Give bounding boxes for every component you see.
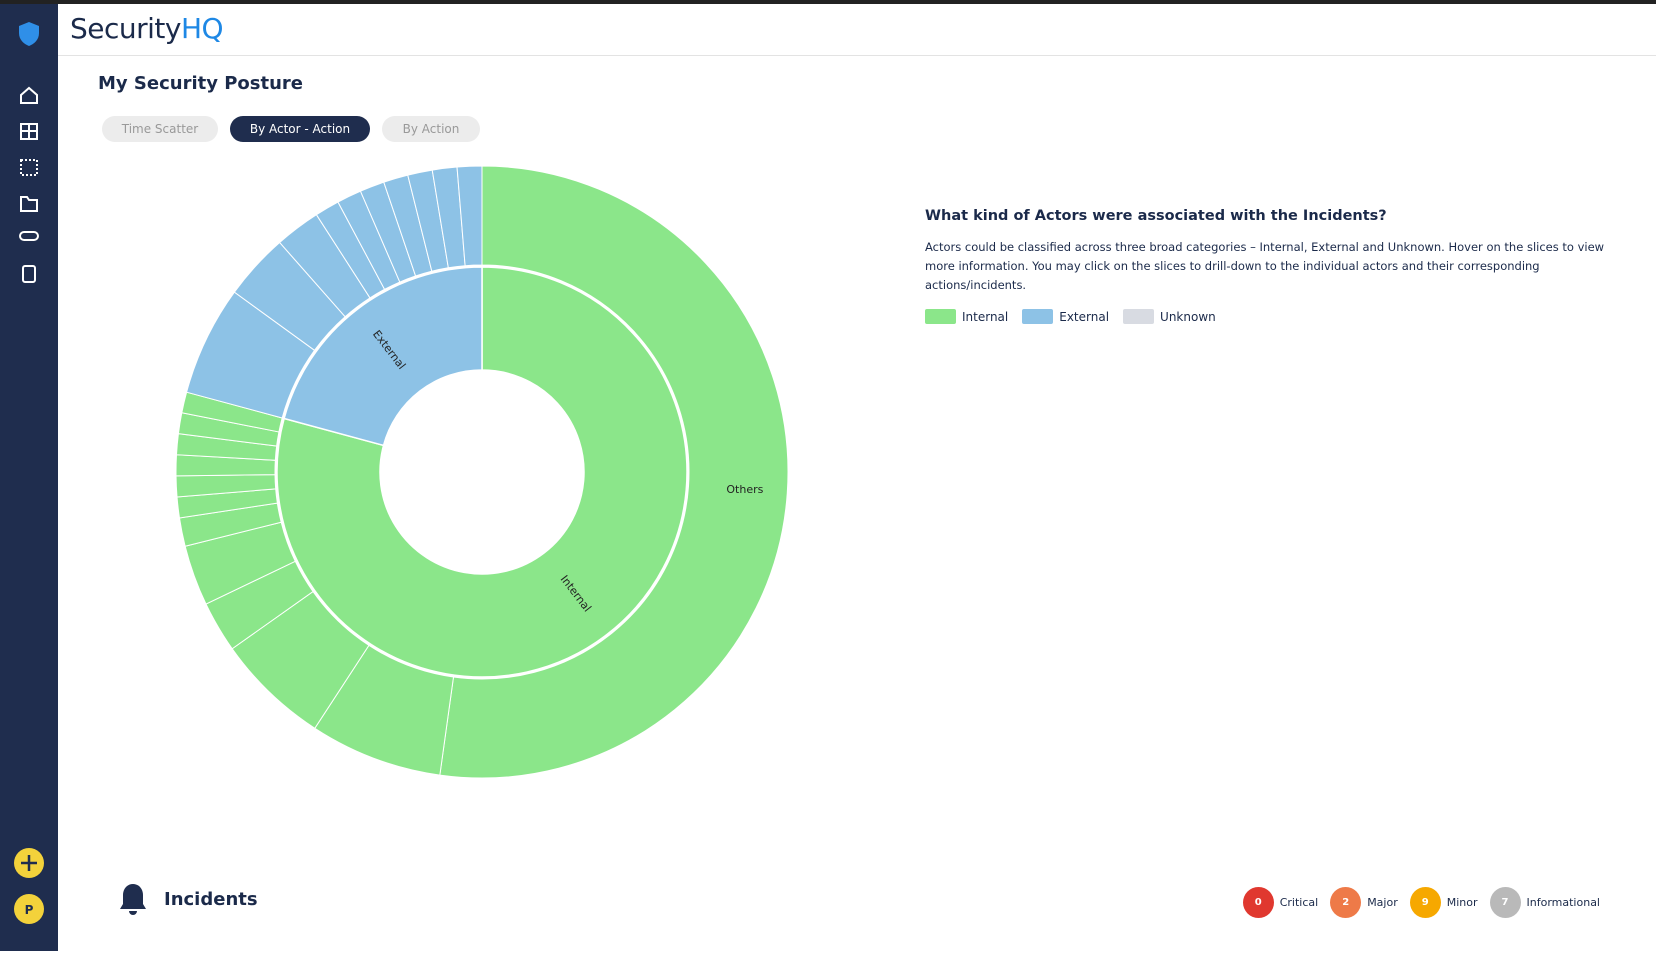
info-heading: What kind of Actors were associated with…	[925, 208, 1387, 224]
incidents-title: Incidents	[164, 888, 258, 910]
brand-main: Security	[70, 12, 181, 45]
legend-item[interactable]: Unknown	[1123, 309, 1216, 324]
avatar[interactable]	[14, 894, 44, 924]
level-count: 2	[1330, 887, 1362, 918]
outer-slice[interactable]	[456, 165, 483, 267]
folder-icon[interactable]	[20, 196, 38, 212]
slice-label: Others	[726, 483, 763, 496]
link-icon[interactable]	[19, 231, 39, 241]
header: SecurityHQ	[58, 4, 1656, 56]
report-icon[interactable]	[22, 265, 36, 283]
level[interactable]: 9 Minor	[1409, 887, 1478, 918]
tab[interactable]: By Action	[382, 116, 480, 142]
legend-label: Internal	[962, 309, 1009, 324]
outer-slice[interactable]	[439, 165, 789, 779]
level-count: 0	[1242, 887, 1274, 918]
legend-swatch	[925, 309, 956, 324]
incidents-header: Incidents	[118, 882, 258, 916]
incident-levels: 0 Critical 2 Major 9 Minor 7 Informational	[1242, 887, 1600, 918]
level-label: Informational	[1526, 896, 1600, 909]
page-title: My Security Posture	[98, 73, 303, 94]
level-label: Major	[1367, 896, 1398, 909]
sidebar-icons: P	[14, 22, 44, 924]
level-label: Minor	[1446, 896, 1478, 909]
level-label: Critical	[1279, 896, 1319, 909]
legend-swatch	[1123, 309, 1155, 324]
level-count: 7	[1489, 887, 1521, 918]
logo-icon	[19, 22, 39, 46]
info-panel: What kind of Actors were associated with…	[925, 208, 1625, 324]
brand[interactable]: SecurityHQ	[70, 12, 224, 45]
tab[interactable]: By Actor - Action	[230, 116, 370, 142]
info-text: Actors could be classified across three …	[925, 240, 1605, 292]
list-icon[interactable]	[20, 159, 38, 176]
avatar-initial: P	[25, 903, 34, 917]
sidebar: P	[0, 4, 58, 951]
tab[interactable]: Time Scatter	[102, 116, 218, 142]
level[interactable]: 2 Major	[1330, 887, 1398, 918]
tabs: Time Scatter By Actor - Action By Action	[102, 116, 480, 142]
legend-item[interactable]: Internal	[925, 309, 1008, 324]
legend-swatch	[1022, 309, 1054, 324]
brand-accent: HQ	[180, 12, 224, 45]
level[interactable]: 7 Informational	[1489, 887, 1600, 918]
legend-label: Unknown	[1160, 309, 1216, 324]
legend-item[interactable]: External	[1022, 309, 1109, 324]
inner-slice[interactable]	[283, 266, 483, 447]
level[interactable]: 0 Critical	[1242, 887, 1319, 918]
top-bar	[0, 0, 1656, 4]
legend-label: External	[1059, 309, 1110, 324]
inner-slice[interactable]	[276, 266, 688, 678]
level-count: 9	[1409, 887, 1441, 918]
home-icon[interactable]	[20, 86, 38, 104]
bell-icon	[120, 884, 146, 915]
legend: Internal External Unknown	[925, 309, 1625, 324]
